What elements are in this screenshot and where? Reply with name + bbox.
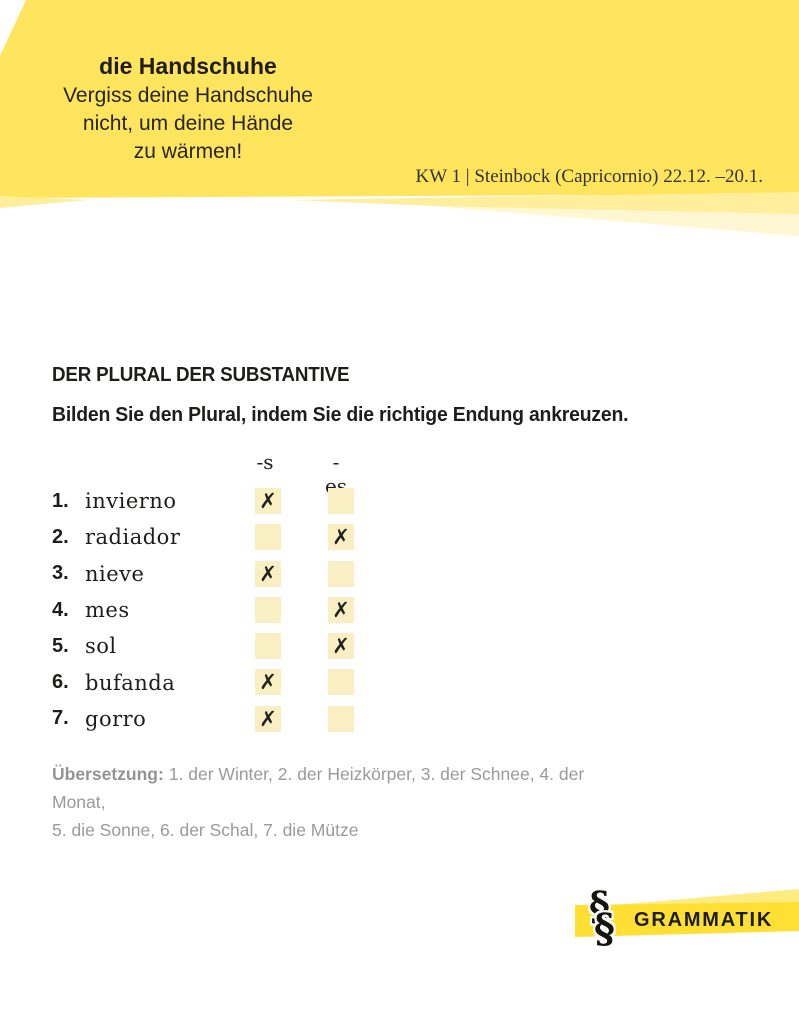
table-row: 5. sol ✗	[52, 628, 452, 664]
checkbox-es[interactable]	[328, 705, 354, 732]
banner-main-shape	[575, 902, 799, 937]
row-word: radiador	[85, 525, 181, 550]
checkbox-s[interactable]	[255, 596, 281, 623]
section-sign-icon: § §	[589, 883, 629, 952]
banner-top-wedge	[615, 889, 799, 905]
row-number: 2.	[52, 525, 69, 548]
word-of-week-sentence-line1: Vergiss deine Handschuhe	[63, 84, 313, 107]
exercise-heading: DER PLURAL DER SUBSTANTIVE	[52, 364, 350, 386]
table-row: 6. bufanda ✗	[52, 664, 452, 700]
row-number: 4.	[52, 598, 69, 621]
column-header-s: -s	[256, 450, 274, 474]
checkbox-s[interactable]: ✗	[255, 560, 281, 587]
checkbox-es[interactable]: ✗	[328, 633, 354, 660]
section-sign-glyph-bottom: §	[594, 905, 615, 952]
checkbox-es[interactable]: ✗	[328, 524, 354, 551]
checkbox-es[interactable]: ✗	[328, 596, 354, 623]
table-row: 2. radiador ✗	[52, 519, 452, 555]
row-number: 1.	[52, 489, 69, 512]
row-number: 7.	[52, 707, 69, 730]
row-word: bufanda	[85, 670, 176, 695]
checkbox-s[interactable]	[255, 633, 281, 660]
answer-column-headers: -s -es	[52, 450, 412, 498]
checkbox-es[interactable]	[328, 488, 354, 514]
grammatik-banner	[575, 889, 799, 937]
row-word: gorro	[85, 706, 147, 731]
grammatik-label: GRAMMATIK	[634, 909, 774, 931]
section-sign-glyph-top: §	[589, 883, 610, 930]
header-wedge-left	[0, 196, 88, 208]
translation-line2: 5. die Sonne, 6. der Schal, 7. die Mütze	[52, 820, 359, 840]
table-row: 3. nieve ✗	[52, 556, 452, 592]
checkbox-s[interactable]: ✗	[255, 705, 281, 732]
table-row: 1. invierno ✗	[52, 483, 452, 519]
translation-label: Übersetzung:	[52, 764, 164, 784]
checkbox-s[interactable]	[255, 524, 281, 551]
row-word: nieve	[85, 561, 145, 586]
translation-note: Übersetzung: 1. der Winter, 2. der Heizkö…	[52, 760, 627, 844]
row-word: mes	[85, 598, 130, 623]
header-wedge-lightest	[430, 206, 799, 236]
row-number: 5.	[52, 634, 69, 657]
exercise-rows: 1. invierno ✗ 2. radiador ✗ 3. nieve ✗ 4…	[52, 483, 452, 737]
header-main-shape	[0, 0, 799, 198]
header-background	[0, 0, 799, 236]
checkbox-es[interactable]	[328, 669, 354, 696]
translation-line1: 1. der Winter, 2. der Heizkörper, 3. der…	[52, 764, 585, 812]
calendar-week-info: KW 1 | Steinbock (Capricornio) 22.12. –2…	[415, 166, 763, 187]
checkbox-s[interactable]: ✗	[255, 669, 281, 696]
word-of-week-title: die Handschuhe	[99, 53, 277, 79]
header-corner-cut	[0, 0, 26, 56]
row-word: invierno	[85, 489, 177, 514]
exercise-instruction: Bilden Sie den Plural, indem Sie die ric…	[52, 404, 629, 426]
row-number: 3.	[52, 562, 69, 585]
table-row: 7. gorro ✗	[52, 701, 452, 737]
checkbox-s[interactable]: ✗	[255, 488, 281, 514]
word-of-week-sentence-line3: zu wärmen!	[133, 140, 243, 163]
word-of-week-sentence-line2: nicht, um deine Hände	[82, 112, 294, 135]
row-number: 6.	[52, 671, 69, 694]
word-of-week-block: die Handschuhe Vergiss deine Handschuhe …	[28, 50, 348, 166]
row-word: sol	[85, 634, 117, 659]
checkbox-es[interactable]	[328, 560, 354, 587]
table-row: 4. mes ✗	[52, 592, 452, 628]
